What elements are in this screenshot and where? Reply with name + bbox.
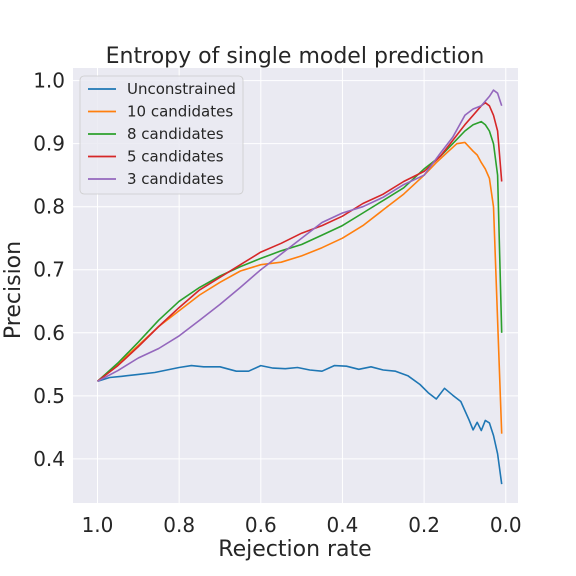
y-tick-label: 0.9 — [33, 132, 65, 156]
y-tick-label: 0.5 — [33, 384, 65, 408]
legend-box — [79, 75, 244, 195]
legend-label: 10 candidates — [127, 103, 233, 121]
series-line-8-candidates — [96, 120, 503, 382]
legend-label: 5 candidates — [127, 148, 224, 166]
y-tick-label: 0.6 — [33, 321, 65, 345]
x-tick-label: 0.6 — [245, 513, 277, 537]
series-lines — [96, 89, 503, 485]
legend-label: 8 candidates — [127, 125, 224, 143]
x-axis-label: Rejection rate — [218, 537, 371, 562]
x-tick-label: 0.0 — [490, 513, 522, 537]
legend-label: Unconstrained — [127, 80, 236, 98]
y-tick-label: 1.0 — [33, 69, 65, 93]
legend: Unconstrained 10 candidates 8 candidates 5 … — [79, 75, 244, 195]
series-line-3-candidates — [97, 89, 503, 383]
x-tick-labels: 1.0 0.8 0.6 0.4 0.2 0.0 — [82, 513, 522, 537]
y-tick-label: 0.4 — [33, 447, 65, 471]
y-tick-labels: 0.4 0.5 0.6 0.7 0.8 0.9 1.0 — [33, 69, 65, 471]
x-tick-label: 0.2 — [408, 513, 440, 537]
y-tick-label: 0.7 — [33, 258, 65, 282]
chart-title: Entropy of single model prediction — [106, 44, 485, 69]
x-tick-label: 0.8 — [163, 513, 195, 537]
y-axis-label: Precision — [1, 241, 26, 339]
series-line-10-candidates — [96, 141, 503, 434]
y-tick-label: 0.8 — [33, 195, 65, 219]
x-tick-label: 0.4 — [327, 513, 359, 537]
x-tick-label: 1.0 — [82, 513, 114, 537]
series-line-unconstrained — [97, 364, 503, 485]
legend-label: 3 candidates — [127, 170, 224, 188]
